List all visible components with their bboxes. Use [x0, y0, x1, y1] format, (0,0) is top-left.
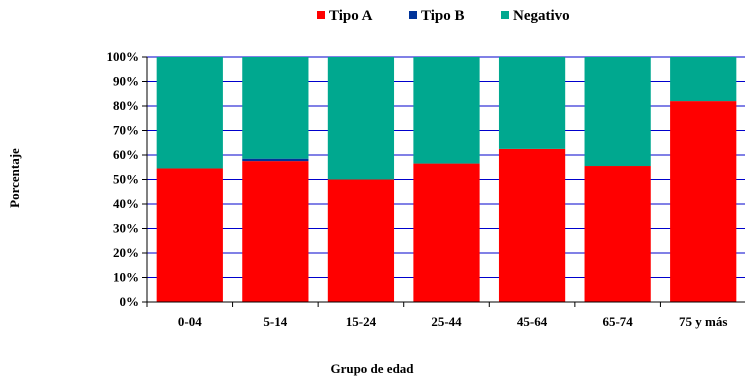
bar-negativo-0-04	[156, 57, 223, 169]
y-axis-label: Porcentaje	[7, 148, 22, 208]
x-tick-label: 25-44	[431, 314, 462, 329]
bar-negativo-75 y más	[670, 57, 737, 102]
bar-negativo-5-14	[242, 57, 309, 159]
bar-tipo-b-5-14	[242, 158, 309, 162]
x-tick-label: 65-74	[602, 314, 633, 329]
bar-negativo-65-74	[584, 57, 651, 167]
y-tick-label: 10%	[113, 270, 139, 285]
axes	[142, 56, 745, 307]
y-tick-labels: 0% 10% 20% 30% 40% 50% 60% 70% 80% 90% 100%	[107, 49, 140, 309]
legend-swatch	[501, 11, 509, 19]
bar-tipo-a-75 y más	[670, 101, 737, 302]
y-tick-label: 30%	[113, 221, 139, 236]
y-tick-label: 100%	[107, 49, 140, 64]
x-tick-label: 75 y más	[679, 314, 727, 329]
y-tick-label: 80%	[113, 98, 139, 113]
x-tick-labels: 0-04 5-14 15-24 25-44 45-64 65-74 75 y más	[178, 314, 728, 329]
y-tick-label: 60%	[113, 147, 139, 162]
bar-negativo-45-64	[498, 57, 566, 149]
bar-tipo-a-0-04	[156, 168, 223, 302]
bar-negativo-25-44	[413, 57, 480, 164]
bar-negativo-15-24	[327, 57, 395, 180]
y-tick-label: 20%	[113, 245, 139, 260]
x-tick-label: 45-64	[517, 314, 548, 329]
y-tick-label: 50%	[113, 172, 139, 187]
bar-tipo-a-25-44	[413, 163, 480, 302]
legend: Tipo A Tipo B Negativo	[317, 8, 570, 24]
y-tick-label: 90%	[113, 74, 139, 89]
bar-tipo-a-15-24	[327, 179, 395, 302]
bars	[156, 57, 737, 302]
bar-tipo-a-65-74	[584, 166, 651, 302]
bar-tipo-a-45-64	[498, 148, 566, 302]
x-tick-label: 5-14	[263, 314, 287, 329]
y-tick-label: 70%	[113, 123, 139, 138]
y-tick-label: 40%	[113, 196, 139, 211]
legend-swatch	[409, 11, 417, 19]
legend-swatch	[317, 11, 325, 19]
legend-label: Tipo B	[421, 8, 465, 24]
x-tick-label: 0-04	[178, 314, 202, 329]
legend-label: Negativo	[513, 8, 570, 24]
x-axis-label: Grupo de edad	[330, 361, 414, 376]
x-tick-label: 15-24	[346, 314, 377, 329]
y-tick-label: 0%	[120, 294, 140, 309]
legend-label: Tipo A	[329, 8, 373, 24]
bar-tipo-a-5-14	[242, 161, 309, 302]
